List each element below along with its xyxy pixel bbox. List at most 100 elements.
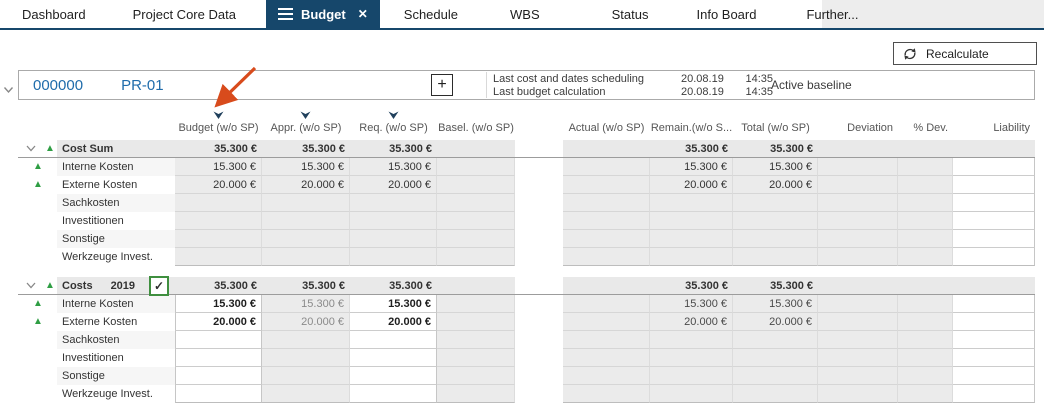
cell-budget[interactable] bbox=[175, 194, 262, 212]
cell-total[interactable] bbox=[733, 212, 818, 230]
tab-further[interactable]: Further... bbox=[806, 6, 859, 22]
cell-deviation[interactable] bbox=[818, 212, 898, 230]
cell-budget[interactable] bbox=[175, 230, 262, 248]
cell-total[interactable] bbox=[733, 248, 818, 266]
cell-basel[interactable] bbox=[437, 385, 515, 403]
cell-basel[interactable] bbox=[437, 140, 515, 158]
cell-actual[interactable] bbox=[563, 140, 650, 158]
cell-pdev[interactable] bbox=[898, 212, 953, 230]
cell-remain[interactable] bbox=[650, 349, 733, 367]
cell-liability[interactable] bbox=[953, 248, 1035, 266]
close-icon[interactable]: ✕ bbox=[357, 7, 368, 21]
cell-deviation[interactable] bbox=[818, 367, 898, 385]
cell-appr[interactable] bbox=[262, 212, 350, 230]
cell-appr[interactable]: 35.300 € bbox=[262, 277, 350, 295]
cell-liability[interactable] bbox=[953, 176, 1035, 194]
cell-total[interactable] bbox=[733, 367, 818, 385]
add-button[interactable]: + bbox=[431, 74, 453, 96]
cell-budget[interactable] bbox=[175, 385, 262, 403]
cell-basel[interactable] bbox=[437, 230, 515, 248]
cell-remain[interactable]: 35.300 € bbox=[650, 277, 733, 295]
cell-deviation[interactable] bbox=[818, 277, 898, 295]
cell-req[interactable] bbox=[350, 194, 437, 212]
cell-actual[interactable] bbox=[563, 248, 650, 266]
cell-basel[interactable] bbox=[437, 212, 515, 230]
cell-remain[interactable]: 20.000 € bbox=[650, 313, 733, 331]
cell-pdev[interactable] bbox=[898, 277, 953, 295]
expander-chevron-icon[interactable] bbox=[26, 282, 36, 289]
cell-deviation[interactable] bbox=[818, 313, 898, 331]
cell-actual[interactable] bbox=[563, 349, 650, 367]
cell-liability[interactable] bbox=[953, 367, 1035, 385]
cell-req[interactable] bbox=[350, 349, 437, 367]
cell-liability[interactable] bbox=[953, 212, 1035, 230]
cell-req[interactable] bbox=[350, 367, 437, 385]
cell-deviation[interactable] bbox=[818, 331, 898, 349]
cell-remain[interactable]: 20.000 € bbox=[650, 176, 733, 194]
cell-appr[interactable]: 35.300 € bbox=[262, 140, 350, 158]
cell-actual[interactable] bbox=[563, 331, 650, 349]
cell-liability[interactable] bbox=[953, 230, 1035, 248]
cell-remain[interactable] bbox=[650, 367, 733, 385]
cell-basel[interactable] bbox=[437, 176, 515, 194]
cell-budget[interactable]: 15.300 € bbox=[175, 295, 262, 313]
cell-req[interactable]: 15.300 € bbox=[350, 295, 437, 313]
cell-basel[interactable] bbox=[437, 331, 515, 349]
cell-deviation[interactable] bbox=[818, 295, 898, 313]
cell-req[interactable]: 35.300 € bbox=[350, 277, 437, 295]
cell-req[interactable] bbox=[350, 230, 437, 248]
filter-icon-appr[interactable] bbox=[300, 107, 311, 125]
cell-liability[interactable] bbox=[953, 158, 1035, 176]
cell-liability[interactable] bbox=[953, 385, 1035, 403]
tab-project-core-data[interactable]: Project Core Data bbox=[132, 6, 236, 22]
cell-liability[interactable] bbox=[953, 313, 1035, 331]
cell-req[interactable] bbox=[350, 385, 437, 403]
cell-pdev[interactable] bbox=[898, 331, 953, 349]
cell-appr[interactable]: 15.300 € bbox=[262, 158, 350, 176]
cell-total[interactable]: 35.300 € bbox=[733, 140, 818, 158]
cell-remain[interactable]: 15.300 € bbox=[650, 158, 733, 176]
cell-basel[interactable] bbox=[437, 248, 515, 266]
cell-liability[interactable] bbox=[953, 349, 1035, 367]
cell-liability[interactable] bbox=[953, 331, 1035, 349]
cell-deviation[interactable] bbox=[818, 248, 898, 266]
cell-pdev[interactable] bbox=[898, 313, 953, 331]
cell-actual[interactable] bbox=[563, 277, 650, 295]
cell-appr[interactable] bbox=[262, 367, 350, 385]
cell-remain[interactable]: 35.300 € bbox=[650, 140, 733, 158]
cell-budget[interactable] bbox=[175, 349, 262, 367]
cell-appr[interactable] bbox=[262, 349, 350, 367]
cell-total[interactable] bbox=[733, 194, 818, 212]
cell-req[interactable]: 20.000 € bbox=[350, 313, 437, 331]
menu-icon[interactable] bbox=[277, 5, 293, 23]
cell-liability[interactable] bbox=[953, 140, 1035, 158]
cell-req[interactable] bbox=[350, 212, 437, 230]
cell-appr[interactable] bbox=[262, 194, 350, 212]
cell-budget[interactable] bbox=[175, 367, 262, 385]
cell-actual[interactable] bbox=[563, 367, 650, 385]
cell-budget[interactable]: 20.000 € bbox=[175, 313, 262, 331]
cell-remain[interactable] bbox=[650, 194, 733, 212]
cell-budget[interactable]: 20.000 € bbox=[175, 176, 262, 194]
cell-total[interactable]: 15.300 € bbox=[733, 295, 818, 313]
cell-total[interactable]: 20.000 € bbox=[733, 313, 818, 331]
cell-total[interactable]: 15.300 € bbox=[733, 158, 818, 176]
cell-req[interactable] bbox=[350, 248, 437, 266]
cell-budget[interactable] bbox=[175, 212, 262, 230]
tab-budget[interactable]: Budget ✕ bbox=[265, 0, 380, 28]
cell-pdev[interactable] bbox=[898, 176, 953, 194]
cell-deviation[interactable] bbox=[818, 230, 898, 248]
cell-liability[interactable] bbox=[953, 194, 1035, 212]
cell-total[interactable]: 20.000 € bbox=[733, 176, 818, 194]
cell-deviation[interactable] bbox=[818, 176, 898, 194]
cell-total[interactable]: 35.300 € bbox=[733, 277, 818, 295]
cell-basel[interactable] bbox=[437, 277, 515, 295]
cell-pdev[interactable] bbox=[898, 194, 953, 212]
costs-2019-checkbox[interactable]: ✓ bbox=[149, 275, 170, 296]
cell-pdev[interactable] bbox=[898, 349, 953, 367]
cell-deviation[interactable] bbox=[818, 349, 898, 367]
cell-deviation[interactable] bbox=[818, 158, 898, 176]
tab-schedule[interactable]: Schedule bbox=[403, 6, 458, 22]
cell-actual[interactable] bbox=[563, 176, 650, 194]
cell-appr[interactable] bbox=[262, 385, 350, 403]
